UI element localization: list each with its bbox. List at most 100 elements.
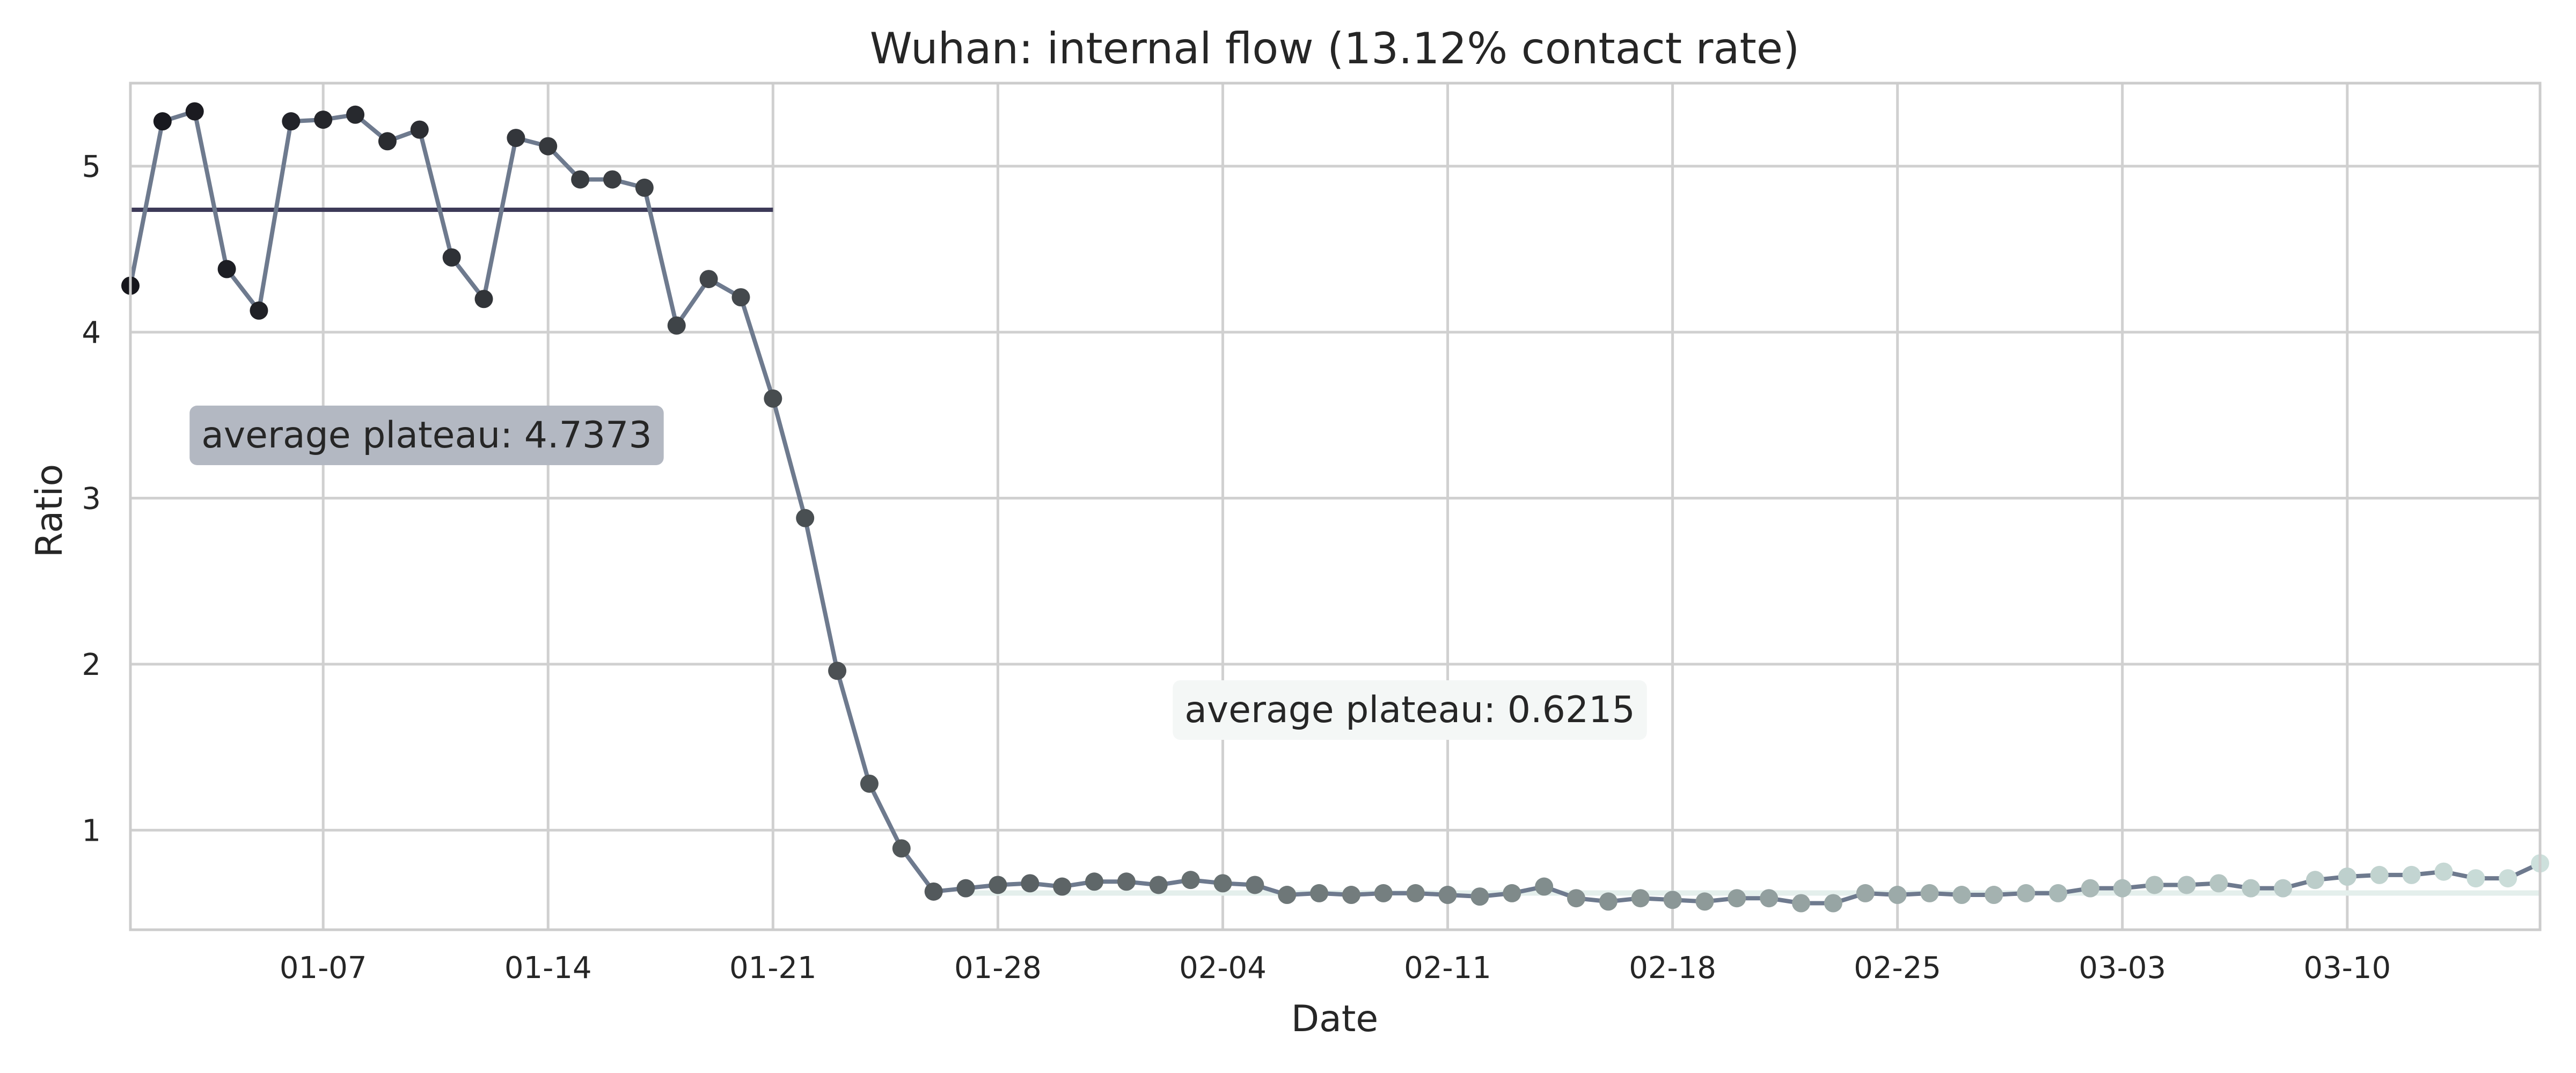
data-point bbox=[1952, 886, 1971, 905]
data-point bbox=[635, 178, 654, 197]
data-point bbox=[1406, 884, 1425, 902]
data-point bbox=[2017, 884, 2036, 902]
markers bbox=[121, 102, 2549, 913]
data-point bbox=[1856, 884, 1875, 902]
x-tick-label: 03-03 bbox=[2079, 951, 2166, 986]
plot-frame bbox=[129, 82, 2542, 931]
data-point bbox=[410, 120, 429, 139]
data-point bbox=[667, 316, 686, 335]
y-axis-label: Ratio bbox=[28, 464, 71, 558]
data-point bbox=[442, 248, 461, 267]
x-tick-label: 03-10 bbox=[2303, 951, 2391, 986]
data-point bbox=[185, 102, 204, 121]
x-tick-label: 02-11 bbox=[1404, 951, 1491, 986]
data-point bbox=[1246, 876, 1264, 894]
x-tick-label: 02-18 bbox=[1629, 951, 1716, 986]
y-axis-ticks: 1 2 3 4 5 bbox=[82, 150, 101, 849]
data-point bbox=[1342, 886, 1360, 905]
data-point bbox=[2467, 869, 2485, 888]
data-point bbox=[1085, 872, 1103, 891]
data-point bbox=[731, 288, 750, 307]
data-point bbox=[1438, 886, 1457, 905]
data-point bbox=[217, 260, 236, 278]
data-point bbox=[1695, 892, 1714, 911]
y-tick-label: 3 bbox=[82, 482, 101, 517]
data-point bbox=[2402, 865, 2421, 884]
data-point bbox=[1888, 886, 1907, 905]
data-point bbox=[2242, 879, 2260, 898]
plateau-annotation-high-text: average plateau: 4.7373 bbox=[201, 414, 652, 457]
x-axis-ticks: 01-07 01-14 01-21 01-28 02-04 02-11 02-18 02-25… bbox=[280, 951, 2391, 986]
data-point bbox=[250, 301, 268, 320]
data-point bbox=[699, 270, 718, 289]
data-point bbox=[860, 774, 879, 793]
data-point bbox=[2177, 876, 2196, 894]
data-point bbox=[1728, 889, 1746, 908]
data-point bbox=[1053, 877, 1072, 896]
data-point bbox=[2434, 862, 2453, 881]
data-point bbox=[2081, 879, 2099, 898]
data-point bbox=[2274, 879, 2293, 898]
data-point bbox=[507, 129, 525, 148]
data-point bbox=[1374, 884, 1393, 902]
data-point bbox=[892, 839, 911, 858]
x-tick-label: 01-14 bbox=[504, 951, 592, 986]
data-point bbox=[1021, 874, 1040, 893]
data-point bbox=[314, 111, 333, 129]
data-point bbox=[764, 389, 782, 408]
data-point bbox=[1117, 872, 1136, 891]
data-point bbox=[1278, 886, 1297, 905]
data-point bbox=[1599, 892, 1618, 911]
data-point bbox=[2209, 874, 2228, 893]
data-point bbox=[1181, 871, 1200, 890]
x-tick-label: 01-28 bbox=[954, 951, 1042, 986]
plateau-annotation-high-box bbox=[189, 406, 664, 465]
data-point bbox=[603, 170, 621, 189]
y-tick-label: 1 bbox=[82, 813, 101, 848]
x-tick-label: 02-25 bbox=[1854, 951, 1941, 986]
data-point bbox=[2370, 865, 2389, 884]
data-point bbox=[1567, 889, 1585, 908]
y-tick-label: 5 bbox=[82, 150, 101, 185]
data-point bbox=[153, 112, 172, 131]
data-point bbox=[956, 879, 975, 898]
data-point bbox=[1792, 894, 1811, 913]
data-point bbox=[1824, 894, 1842, 913]
x-tick-label: 01-07 bbox=[280, 951, 367, 986]
data-point bbox=[2499, 869, 2518, 888]
data-point bbox=[1760, 889, 1779, 908]
grid bbox=[130, 83, 2540, 930]
data-point bbox=[2113, 879, 2132, 898]
data-point bbox=[2306, 871, 2324, 890]
data-point bbox=[2338, 867, 2357, 886]
data-point bbox=[828, 662, 847, 680]
data-point bbox=[989, 876, 1007, 894]
y-tick-label: 2 bbox=[82, 648, 101, 682]
data-point bbox=[1985, 886, 2003, 905]
data-point bbox=[282, 112, 301, 131]
data-point bbox=[1149, 876, 1168, 894]
data-point bbox=[2049, 884, 2067, 902]
y-tick-label: 4 bbox=[82, 315, 101, 350]
data-point bbox=[1470, 887, 1489, 906]
x-axis-label: Date bbox=[1291, 998, 1379, 1040]
plateau-annotation-low: average plateau: 0.6215 bbox=[1173, 680, 1647, 740]
data-point bbox=[1310, 884, 1329, 902]
x-tick-label: 01-21 bbox=[729, 951, 817, 986]
data-point bbox=[346, 105, 365, 124]
data-point bbox=[2145, 876, 2164, 894]
data-point bbox=[571, 170, 590, 189]
plateau-annotation-low-text: average plateau: 0.6215 bbox=[1184, 689, 1635, 731]
data-point bbox=[474, 290, 493, 308]
series-line bbox=[128, 109, 2541, 906]
data-point bbox=[539, 137, 558, 156]
data-point bbox=[1920, 884, 1939, 902]
data-point bbox=[378, 132, 397, 151]
data-point bbox=[1631, 889, 1650, 908]
data-point bbox=[796, 509, 815, 527]
plateau-annotation-low-box bbox=[1173, 680, 1647, 740]
data-point bbox=[1663, 891, 1682, 909]
annotations: average plateau: 4.7373 average plateau: … bbox=[189, 406, 1647, 740]
